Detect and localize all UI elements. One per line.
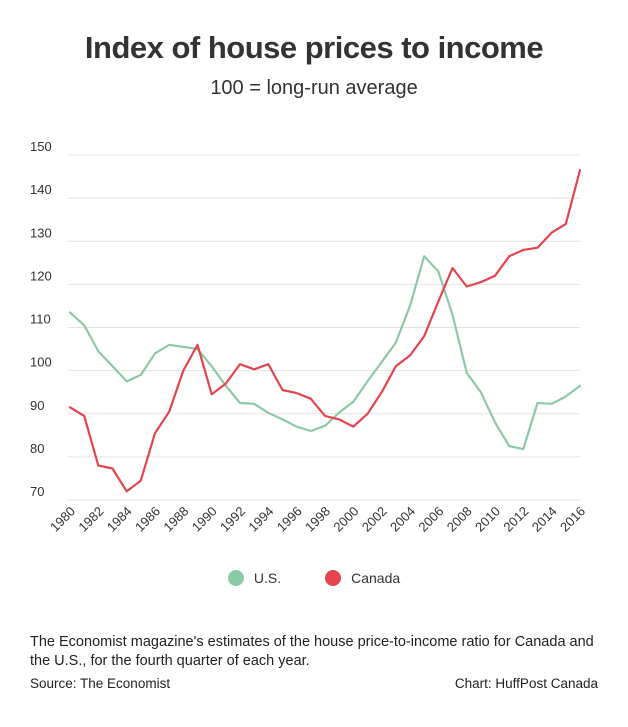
y-tick-label: 140 [30,182,52,197]
x-tick-label: 1990 [189,504,220,535]
series-lines [68,169,582,493]
chart-title: Index of house prices to income [84,30,544,65]
y-tick-label: 110 [30,312,51,327]
x-tick-label: 2014 [529,504,560,535]
y-tick-label: 90 [30,398,44,413]
y-tick-label: 70 [30,484,44,499]
x-tick-label: 1988 [160,504,191,535]
series-line-canada [68,169,582,493]
x-tick-label: 2006 [415,504,446,535]
y-tick-label: 80 [30,441,44,456]
x-tick-label: 1982 [75,504,106,535]
legend-label-canada: Canada [351,570,401,586]
source-credit: Source: The Economist [30,676,171,691]
y-tick-label: 130 [30,225,52,240]
y-tick-label: 150 [30,139,52,154]
x-tick-label: 1992 [217,504,248,535]
x-tick-label: 1998 [302,504,333,535]
chart-subtitle: 100 = long-run average [210,77,418,99]
x-axis-labels: 1980198219841986198819901992199419961998… [47,504,588,535]
legend: U.S. Canada [0,570,628,586]
x-tick-label: 1994 [245,504,276,535]
x-tick-label: 1986 [132,504,163,535]
chart-credit: Chart: HuffPost Canada [454,676,598,691]
x-tick-label: 2000 [330,504,361,535]
x-tick-label: 1984 [104,504,135,535]
gridlines [68,154,580,501]
footnote: The Economist magazine's estimates of th… [30,634,594,669]
x-tick-label: 2012 [500,504,531,535]
x-tick-label: 2008 [444,504,475,535]
x-tick-label: 2016 [557,504,588,535]
legend-item-us: U.S. [227,570,282,586]
x-tick-label: 1996 [274,504,305,535]
y-tick-label: 100 [30,355,52,370]
x-tick-label: 2010 [472,504,503,535]
legend-swatch-canada [325,570,342,586]
y-axis-labels: 150 140 130 120 110 100 90 80 70 [30,139,52,499]
legend-label-us: U.S. [253,570,282,586]
x-tick-label: 1980 [47,504,78,535]
series-line-us [68,255,582,451]
legend-swatch-us [227,570,244,586]
y-tick-label: 120 [30,268,52,283]
legend-item-canada: Canada [325,570,400,586]
x-tick-label: 2002 [359,504,390,535]
x-tick-label: 2004 [387,504,418,535]
